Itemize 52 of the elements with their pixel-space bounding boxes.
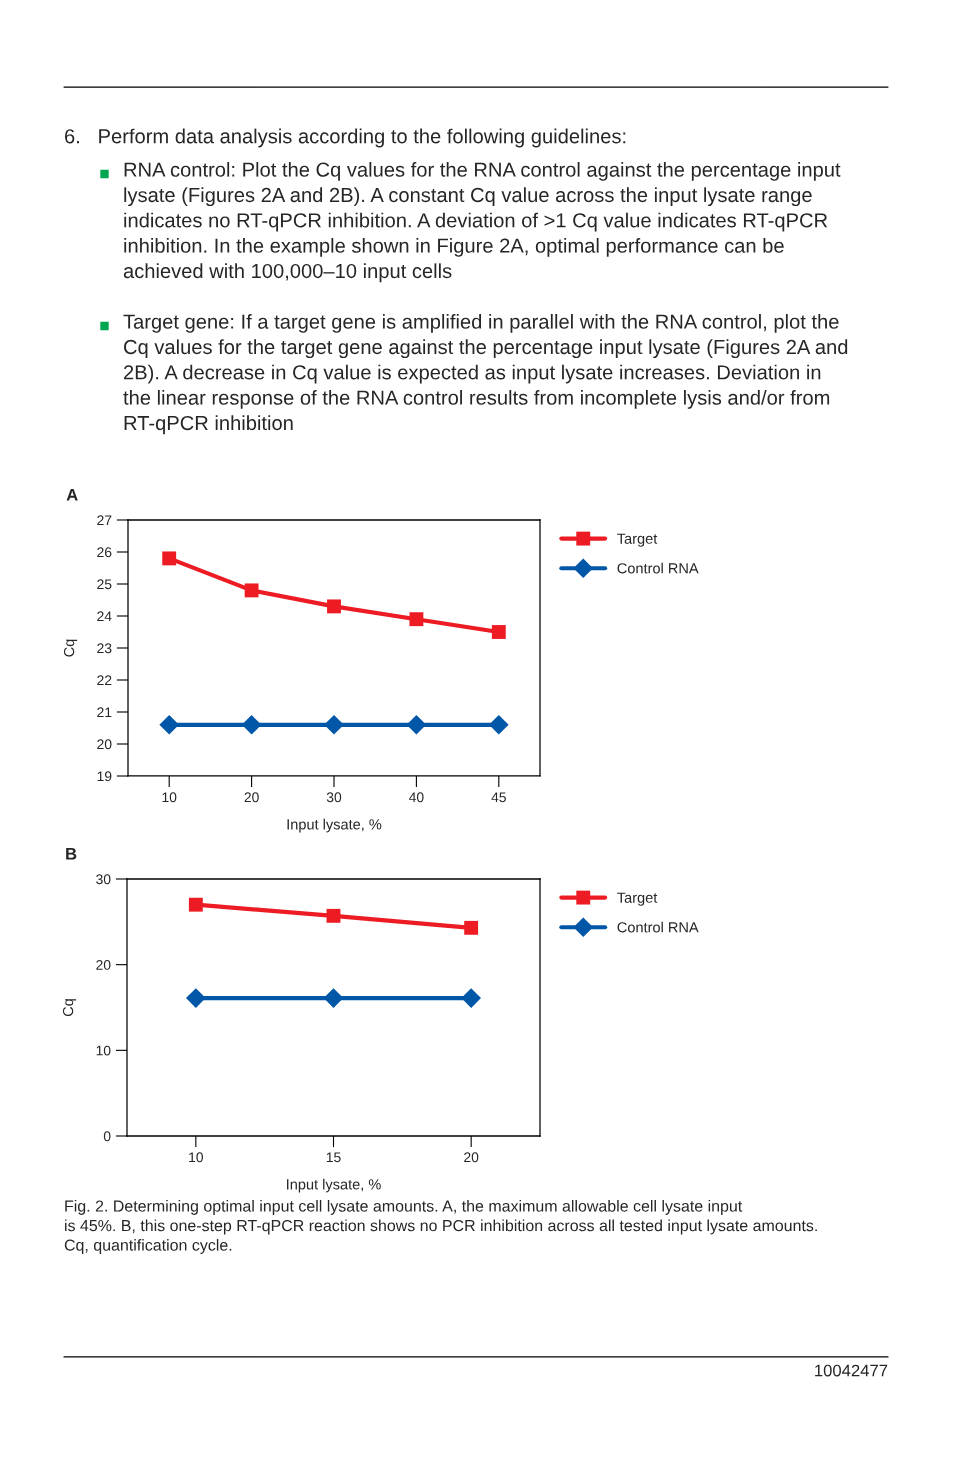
legend-label: Control RNA xyxy=(617,562,699,574)
chart-title: B xyxy=(66,848,77,860)
y-tick-label: 0 xyxy=(103,1131,111,1142)
chart-title: A xyxy=(66,489,78,501)
x-tick-label: 45 xyxy=(491,792,506,803)
point xyxy=(241,714,262,735)
y-tick-label: 25 xyxy=(97,579,112,590)
y-tick-label: 24 xyxy=(97,611,112,622)
y-tick-label: 19 xyxy=(97,771,112,782)
point xyxy=(326,908,341,923)
x-axis-title: Input lysate, % xyxy=(287,818,382,833)
y-tick-label: 22 xyxy=(97,675,112,686)
y-tick-label: 21 xyxy=(97,707,112,718)
x-axis-title: Input lysate, % xyxy=(287,1178,381,1193)
point xyxy=(162,551,177,566)
caption: Fig. 2. Determining optimal input cell lysate amounts. A, the maximum allowable cell lysate input is 45%. B, this one-step RT-qPCR reaction shows no PCR inhibition across all tested input lysate amounts. Cq, quantification cycle. xyxy=(64,1200,817,1254)
point xyxy=(409,612,424,627)
text: 10042477 xyxy=(815,1364,888,1377)
point xyxy=(327,599,341,614)
y-axis-title: Cq xyxy=(63,639,78,657)
y-tick-label: 20 xyxy=(96,960,111,970)
point xyxy=(464,920,479,935)
y-tick-label: 30 xyxy=(96,874,111,885)
y-axis-title: Cq xyxy=(62,999,77,1017)
text: Target gene: If a target gene is amplified in parallel with the RNA control, plot the Cq values for the target gene against the percentage input lysate (Figures 2A and 2B). A decrease in Cq value is expected as input lysate increases. Deviation in the linear response of the RNA control results from incomplete lysis and/or from RT-qPCR inhibition xyxy=(123,314,848,435)
point xyxy=(244,583,259,598)
x-tick-label: 15 xyxy=(326,1152,341,1163)
x-tick-label: 40 xyxy=(409,792,424,803)
x-tick-label: 20 xyxy=(464,1152,479,1163)
legend-label: Target xyxy=(617,533,658,547)
point xyxy=(461,988,481,1008)
y-tick-label: 26 xyxy=(97,547,112,558)
point xyxy=(323,988,344,1008)
y-tick-label: 20 xyxy=(97,739,112,750)
point xyxy=(491,625,506,639)
y-tick-label: 23 xyxy=(97,643,112,654)
x-tick-label: 20 xyxy=(244,792,259,803)
x-tick-label: 10 xyxy=(189,1152,204,1163)
x-tick-label: 30 xyxy=(326,792,342,803)
point xyxy=(186,988,206,1008)
y-tick-label: 10 xyxy=(96,1045,111,1056)
y-tick-label: 27 xyxy=(97,515,112,526)
point xyxy=(159,714,180,735)
text: 6. Perform data analysis according to the following guidelines: xyxy=(65,128,626,148)
point xyxy=(188,897,203,912)
legend-label: Control RNA xyxy=(617,921,699,933)
x-tick-label: 10 xyxy=(162,792,177,803)
legend-label: Target xyxy=(617,892,658,906)
point xyxy=(406,714,427,735)
text: RNA control: Plot the Cq values for the RNA control against the percentage input lysate (Figures 2A and 2B). A constant Cq value across the input lysate range indicates no RT-qPCR inhibition. A deviation of >1 Cq value indicates RT-qPCR inhibition. In the example shown in Figure 2A, optimal performance can be achieved with 100,000–10 input cells xyxy=(123,162,841,283)
point xyxy=(488,714,509,735)
point xyxy=(324,714,344,735)
